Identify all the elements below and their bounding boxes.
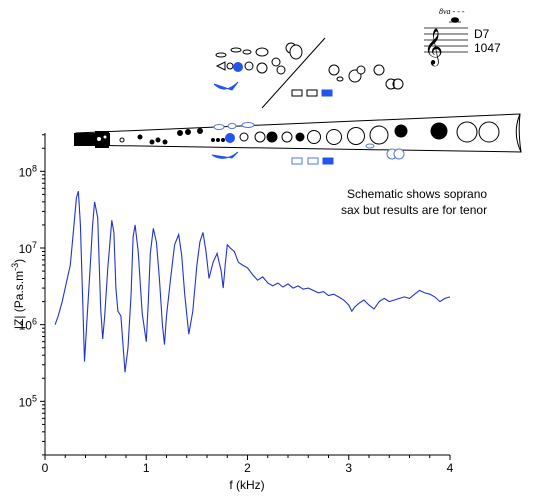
y-axis-title: |Z| (Pa.s.m-3) [10, 259, 26, 329]
octave-mark: 8va - - - [439, 7, 465, 16]
y-tick-label: 107 [19, 240, 37, 256]
note-frequency: 1047 [474, 41, 501, 55]
saxophone-schematic: 8va - - - 𝄞 D7 1047 [74, 7, 522, 165]
annotation: Schematic shows soprano sax but results … [341, 187, 487, 217]
blue-key-outlines [211, 122, 405, 165]
treble-clef-icon: 𝄞 [424, 27, 443, 66]
annotation-line-1: Schematic shows soprano [347, 187, 487, 201]
x-tick-label: 0 [42, 461, 49, 475]
y-tick-label: 106 [19, 317, 37, 333]
x-tick-label: 3 [345, 461, 352, 475]
tone-holes-small [119, 128, 225, 145]
x-tick-label: 2 [244, 461, 251, 475]
annotation-line-2: sax but results are for tenor [341, 203, 487, 217]
note-head-icon [451, 17, 459, 23]
series-layer [54, 191, 451, 373]
note-inset: 8va - - - 𝄞 D7 1047 [424, 7, 501, 66]
note-name: D7 [474, 27, 490, 41]
saxophone-bell-flare [515, 113, 522, 153]
x-tick-label: 4 [447, 461, 454, 475]
key-map [213, 37, 404, 109]
y-tick-label: 105 [19, 393, 37, 409]
tone-holes-large [239, 121, 500, 145]
mouthpiece-icon [74, 131, 110, 148]
series-line-0 [54, 191, 451, 373]
highlight-key-icon [225, 133, 235, 143]
y-tick-label: 108 [19, 163, 37, 179]
x-tick-label: 1 [143, 461, 150, 475]
axes: 0 1 2 3 4 105 106 107 108 f (kHz) |Z| (Pa.s.m-3… [10, 133, 454, 492]
x-axis-title: f (kHz) [229, 478, 264, 492]
